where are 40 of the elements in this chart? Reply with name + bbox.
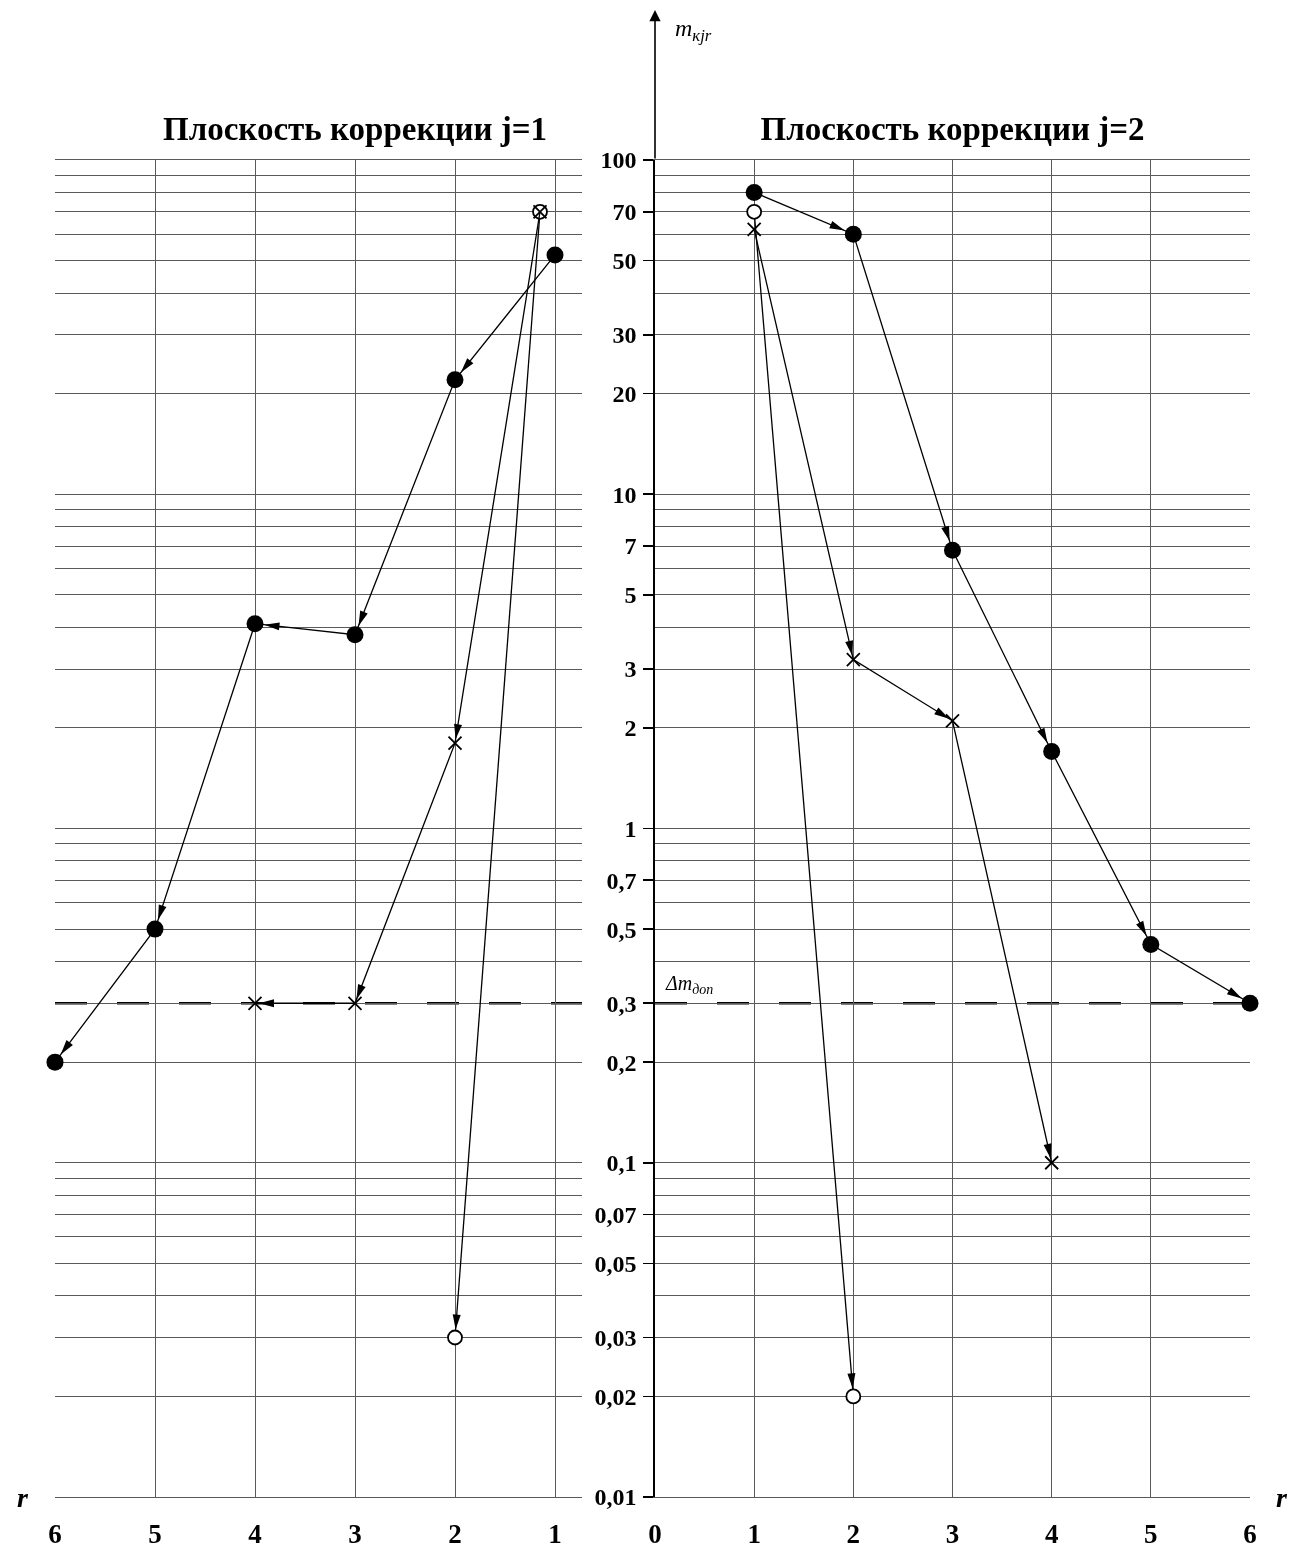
y-tick-label: 0,3 bbox=[606, 990, 637, 1017]
x-tick-label: 4 bbox=[1044, 1518, 1059, 1549]
y-tick-label: 0,2 bbox=[606, 1049, 637, 1076]
y-tick-label: 0,7 bbox=[606, 867, 637, 894]
x-tick-label: 5 bbox=[1144, 1518, 1158, 1549]
chart-title: Плоскость коррекции j=1 bbox=[163, 110, 547, 147]
y-tick-label: 5 bbox=[624, 582, 637, 609]
x-tick-label: 2 bbox=[448, 1518, 462, 1549]
y-tick-label: 70 bbox=[612, 199, 637, 226]
x-axis-title: r bbox=[1276, 1482, 1288, 1513]
y-tick-label: 3 bbox=[624, 656, 637, 683]
y-tick-label: 1 bbox=[624, 815, 637, 842]
x-tick-label: 3 bbox=[348, 1518, 362, 1549]
x-tick-label: 1 bbox=[548, 1518, 562, 1549]
x-tick-label: 6 bbox=[1243, 1518, 1257, 1549]
y-tick-label: 0,1 bbox=[606, 1150, 637, 1177]
y-tick-label: 0,03 bbox=[594, 1324, 637, 1351]
x-tick-label: 5 bbox=[148, 1518, 162, 1549]
y-tick-label: 0,05 bbox=[594, 1250, 637, 1277]
x-axis-title: r bbox=[17, 1482, 29, 1513]
x-tick-label: 2 bbox=[846, 1518, 861, 1549]
x-tick-label: 3 bbox=[945, 1518, 960, 1549]
x-tick-label: 6 bbox=[48, 1518, 62, 1549]
y-tick-label: 0,07 bbox=[594, 1201, 637, 1228]
y-tick-label: 10 bbox=[612, 481, 637, 508]
x-tick-label: 1 bbox=[747, 1518, 761, 1549]
y-tick-label: 0,5 bbox=[606, 916, 637, 943]
y-tick-label: 100 bbox=[600, 147, 637, 174]
y-tick-label: 30 bbox=[612, 322, 637, 349]
ref-line-label: Δm$_{доп}$ bbox=[665, 972, 714, 998]
y-tick-label: 7 bbox=[624, 533, 637, 560]
y-tick-label: 0,02 bbox=[594, 1383, 637, 1410]
y-tick-label: 50 bbox=[612, 248, 637, 275]
y-tick-label: 0,01 bbox=[594, 1484, 637, 1511]
y-tick-label: 2 bbox=[624, 715, 637, 742]
x-tick-label: 0 bbox=[648, 1518, 662, 1549]
x-tick-label: 4 bbox=[248, 1518, 262, 1549]
y-axis-title: m$_{кjr}$ bbox=[675, 15, 712, 46]
chart-title: Плоскость коррекции j=2 bbox=[760, 110, 1145, 147]
y-tick-label: 20 bbox=[612, 381, 637, 408]
